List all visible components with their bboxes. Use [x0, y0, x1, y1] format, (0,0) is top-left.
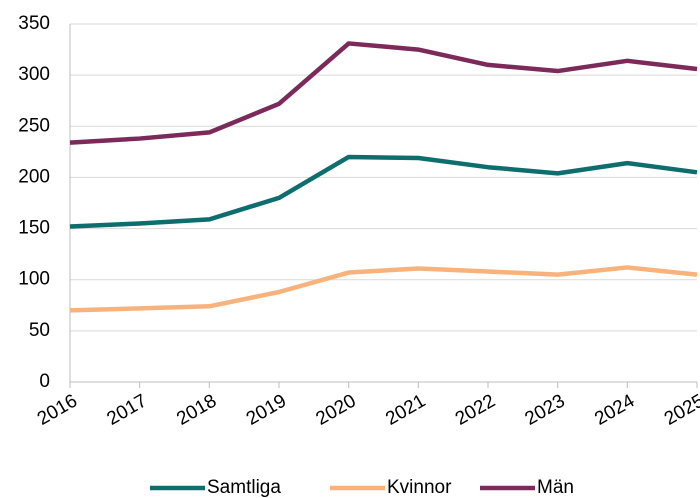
- x-tick-label: 2022: [452, 390, 499, 429]
- series-line: [69, 41, 698, 145]
- x-tick-label: 2021: [382, 390, 429, 429]
- y-tick-label: 350: [18, 13, 50, 34]
- y-tick-label: 200: [18, 166, 50, 187]
- x-tick-label: 2016: [34, 390, 81, 429]
- x-tick-label: 2018: [173, 390, 220, 429]
- x-tick-label: 2019: [243, 390, 290, 429]
- y-tick-label: 150: [18, 218, 50, 239]
- x-tick-label: 2025: [661, 390, 700, 429]
- x-tick-label: 2020: [313, 390, 360, 429]
- x-tick-label: 2023: [522, 390, 569, 429]
- x-tick-label: 2024: [591, 390, 638, 430]
- series-line: [69, 154, 698, 229]
- y-tick-label: 100: [18, 269, 50, 290]
- y-tick-label: 50: [29, 320, 50, 341]
- y-tick-label: 300: [18, 64, 50, 85]
- legend-label: Män: [537, 477, 574, 498]
- y-tick-label: 250: [18, 115, 50, 136]
- x-tick-label: 2017: [104, 390, 151, 429]
- legend-label: Kvinnor: [387, 477, 452, 498]
- y-tick-label: 0: [39, 371, 50, 392]
- legend-label: Samtliga: [207, 477, 281, 498]
- series-line: [69, 265, 698, 313]
